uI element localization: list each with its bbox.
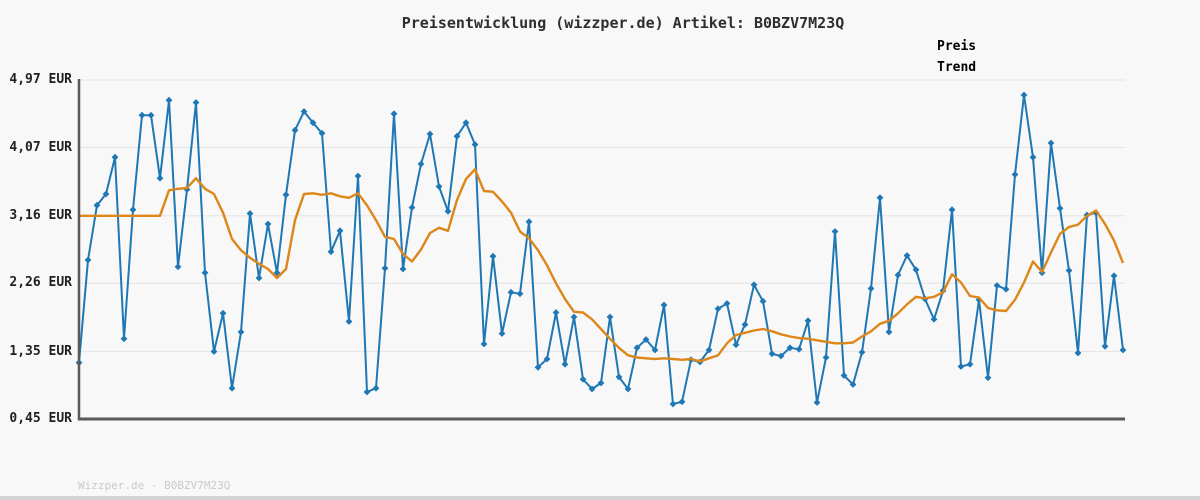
y-axis-tick-label: 2,26 EUR	[9, 275, 72, 290]
y-axis-tick-label: 0,45 EUR	[9, 411, 72, 426]
y-axis-tick-label: 3,16 EUR	[9, 208, 72, 223]
bottom-bar	[0, 496, 1200, 500]
y-axis-tick-label: 4,97 EUR	[9, 72, 72, 87]
legend-entry-preis: Preis	[937, 39, 977, 54]
price-line	[78, 94, 1124, 405]
trend-line	[79, 168, 1125, 363]
legend-entry-trend: Trend	[937, 60, 977, 75]
price-markers	[75, 91, 1127, 408]
chart-title: Preisentwicklung (wizzper.de) Artikel: B…	[401, 14, 845, 32]
y-axis-tick-label: 1,35 EUR	[9, 344, 72, 359]
watermark: Wizzper.de - B0BZV7M23Q	[78, 479, 231, 492]
y-axis-tick-label: 4,07 EUR	[9, 140, 72, 155]
